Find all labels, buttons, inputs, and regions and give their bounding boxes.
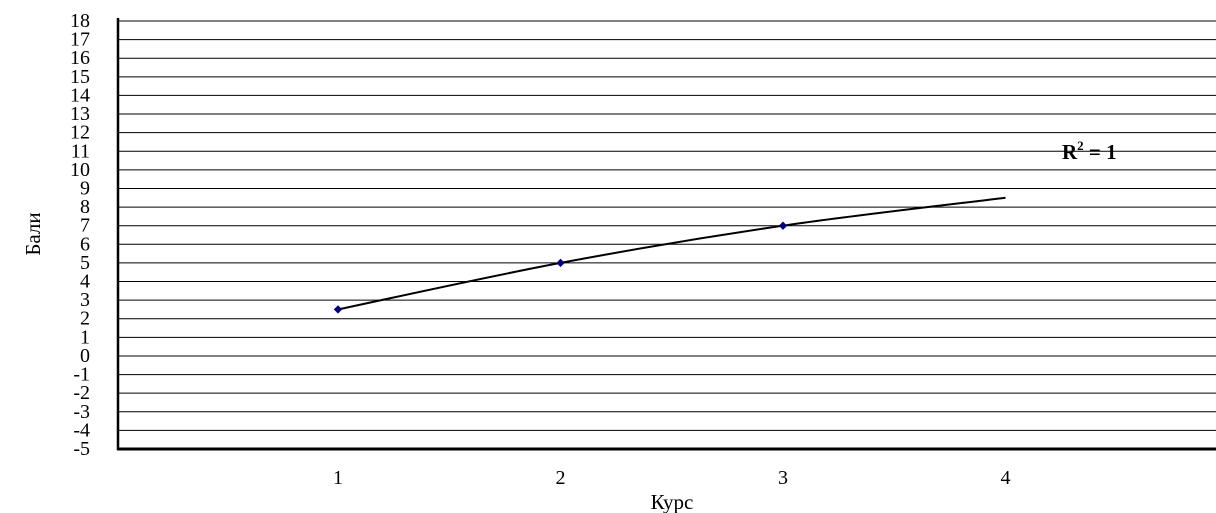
y-tick-label: 11 (71, 140, 90, 162)
gridlines (118, 20, 1216, 431)
y-tick-label: 9 (80, 177, 90, 199)
r-squared-base: R (1062, 140, 1078, 164)
y-tick-label: -1 (73, 364, 90, 386)
y-tick-label: 1 (80, 326, 90, 348)
r-squared-rest: = 1 (1084, 140, 1117, 164)
r-squared-annotation: R2 = 1 (1062, 138, 1117, 164)
r-squared-sup: 2 (1077, 138, 1084, 153)
y-tick-label: 12 (70, 122, 90, 144)
data-point (778, 221, 788, 230)
y-tick-label: 8 (80, 196, 90, 218)
y-tick-label: 5 (80, 252, 90, 274)
y-tick-label: 13 (70, 103, 90, 125)
y-tick-label: -2 (73, 382, 90, 404)
y-tick-label: 2 (80, 308, 90, 330)
x-tick-label: 3 (778, 467, 788, 489)
y-tick-label: 7 (80, 215, 90, 237)
data-point (333, 305, 343, 314)
y-tick-label: 0 (80, 345, 90, 367)
y-tick-label: 10 (70, 159, 90, 181)
y-tick-label: 16 (70, 47, 90, 69)
x-axis-title: Курс (651, 490, 694, 513)
data-points (333, 221, 788, 314)
y-tick-label: -5 (73, 438, 90, 460)
y-tick-label: 14 (70, 84, 90, 106)
y-tick-label: 17 (70, 29, 90, 51)
data-point (556, 258, 565, 268)
trendline (337, 196, 1006, 311)
x-tick-label: 2 (556, 467, 566, 489)
x-tick-label: 1 (333, 467, 343, 489)
y-tick-label: 4 (80, 271, 90, 293)
y-tick-label: -4 (73, 419, 90, 441)
y-tick-label: 3 (80, 289, 90, 311)
x-tick-label: 4 (1001, 467, 1011, 489)
y-tick-label: -3 (73, 401, 90, 423)
y-axis-title: Бали (21, 212, 45, 255)
y-tick-label: 18 (70, 10, 90, 32)
y-tick-label: 6 (80, 233, 90, 255)
y-tick-label: 15 (70, 66, 90, 88)
x-tick-labels: 1 2 3 4 (333, 467, 1011, 489)
